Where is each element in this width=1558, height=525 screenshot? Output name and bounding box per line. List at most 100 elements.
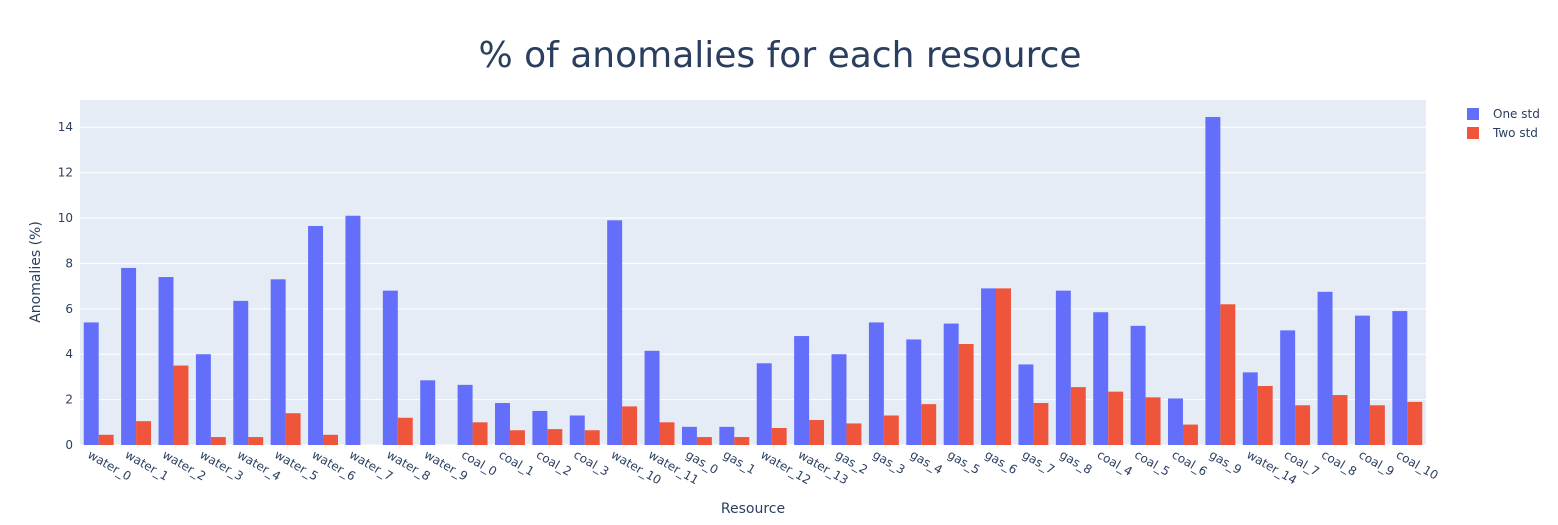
legend-swatch[interactable] [1467,127,1479,139]
bar-two-std[interactable] [1182,424,1198,445]
x-tick-label: gas_7 [1020,447,1057,477]
bar-two-std[interactable] [1145,397,1161,445]
bar-one-std[interactable] [382,290,398,445]
bar-one-std[interactable] [607,220,623,445]
x-tick-label: gas_4 [908,447,945,477]
bar-one-std[interactable] [831,354,847,445]
x-tick-label: coal_8 [1319,447,1359,478]
bar-two-std[interactable] [1033,403,1049,445]
bar-one-std[interactable] [308,225,324,445]
bar-two-std[interactable] [1295,405,1311,445]
bar-one-std[interactable] [83,322,99,445]
bar-one-std[interactable] [233,300,249,445]
x-tick-label: coal_3 [571,447,611,478]
x-tick-label: gas_1 [721,447,758,477]
bar-two-std[interactable] [883,415,899,445]
x-axis-title: Resource [721,501,785,517]
bar-two-std[interactable] [285,413,301,445]
chart-title: % of anomalies for each resource [478,35,1081,76]
bar-one-std[interactable] [457,384,473,445]
bar-two-std[interactable] [248,437,264,445]
y-tick-label: 6 [65,302,73,316]
bar-one-std[interactable] [644,350,660,445]
x-tick-label: gas_9 [1207,447,1244,477]
bar-two-std[interactable] [659,422,675,445]
bar-two-std[interactable] [509,430,525,445]
bar-two-std[interactable] [136,421,152,445]
bar-two-std[interactable] [98,434,114,445]
bar-two-std[interactable] [397,417,413,445]
bar-one-std[interactable] [981,288,997,445]
bar-one-std[interactable] [1055,290,1071,445]
bar-two-std[interactable] [734,437,750,445]
bar-two-std[interactable] [1070,387,1086,445]
bar-one-std[interactable] [345,215,361,445]
bar-one-std[interactable] [569,415,585,445]
bar-one-std[interactable] [1280,330,1296,445]
legend-label[interactable]: One std [1493,107,1540,121]
bar-one-std[interactable] [943,323,959,445]
bar-one-std[interactable] [681,426,697,445]
legend-label[interactable]: Two std [1492,126,1538,140]
bar-one-std[interactable] [195,354,211,445]
bar-two-std[interactable] [1220,304,1236,445]
bar-one-std[interactable] [906,339,922,445]
bar-two-std[interactable] [771,427,787,445]
bar-two-std[interactable] [323,434,338,445]
bar-one-std[interactable] [1392,311,1408,445]
bar-one-std[interactable] [1205,117,1221,446]
y-axis-title: Anomalies (%) [28,221,44,323]
x-tick-label: coal_1 [496,447,536,478]
bar-one-std[interactable] [1242,372,1258,445]
bar-one-std[interactable] [1168,398,1183,445]
bar-two-std[interactable] [622,406,638,445]
y-tick-label: 0 [65,438,73,452]
gridlines [80,126,1426,446]
bar-two-std[interactable] [996,288,1011,445]
bar-two-std[interactable] [173,365,189,445]
bar-one-std[interactable] [1093,312,1109,445]
x-tick-label: gas_8 [1057,447,1094,477]
bar-one-std[interactable] [270,279,286,445]
bar-one-std[interactable] [756,363,772,445]
bar-two-std[interactable] [1369,405,1385,445]
bar-two-std[interactable] [958,343,974,445]
x-tick-label: coal_9 [1356,447,1396,478]
x-tick-label: coal_2 [534,447,574,478]
bar-one-std[interactable] [121,267,137,445]
bar-one-std[interactable] [420,380,436,445]
x-tick-label: coal_5 [1132,447,1172,478]
bar-one-std[interactable] [158,277,174,445]
y-axis-ticks: 0 2 4 6 8 10 12 14 [58,120,73,452]
bar-one-std[interactable] [1130,325,1146,445]
bar-two-std[interactable] [846,423,862,445]
bar-one-std[interactable] [868,322,884,445]
x-tick-label: coal_10 [1394,447,1441,482]
bar-two-std[interactable] [1407,401,1423,445]
bar-two-std[interactable] [696,437,712,445]
bar-two-std[interactable] [809,420,825,445]
bar-one-std[interactable] [532,410,548,445]
bar-two-std[interactable] [547,429,563,445]
legend[interactable]: One std Two std [1467,107,1540,140]
bar-two-std[interactable] [1108,391,1124,445]
x-tick-label: gas_3 [870,447,907,477]
y-tick-label: 2 [65,393,73,407]
y-tick-label: 12 [58,166,73,180]
bar-two-std[interactable] [1257,385,1273,445]
plot-area [80,100,1426,445]
bar-one-std[interactable] [1317,291,1333,445]
bar-two-std[interactable] [584,430,600,445]
legend-swatch[interactable] [1467,108,1479,120]
bar-one-std[interactable] [719,426,735,445]
bar-two-std[interactable] [1332,395,1348,445]
bar-one-std[interactable] [1354,315,1370,445]
bar-one-std[interactable] [794,336,810,445]
bar-two-std[interactable] [921,404,937,445]
y-tick-label: 14 [58,120,73,134]
bar-two-std[interactable] [472,422,488,445]
x-tick-label: coal_6 [1169,447,1209,478]
bar-two-std[interactable] [210,437,226,445]
bar-one-std[interactable] [495,403,510,445]
bar-one-std[interactable] [1018,364,1034,445]
